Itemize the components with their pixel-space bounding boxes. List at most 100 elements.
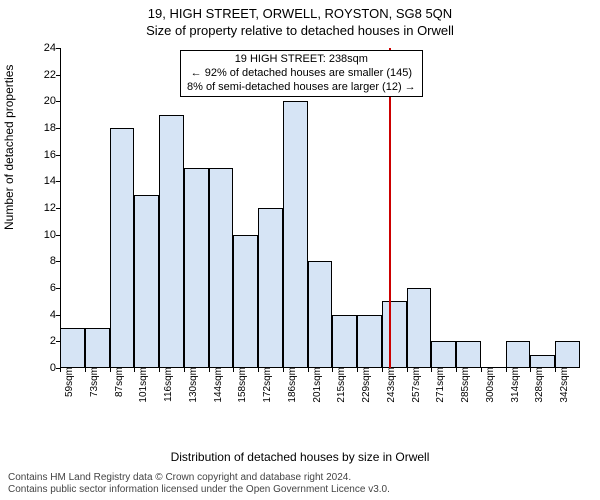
annotation-box: 19 HIGH STREET: 238sqm← 92% of detached … [180, 50, 423, 97]
attribution-line-2: Contains public sector information licen… [8, 484, 390, 496]
y-tick-mark [56, 315, 60, 316]
histogram-bar [407, 288, 432, 368]
x-tick-mark [110, 368, 111, 372]
chart-container: 19, HIGH STREET, ORWELL, ROYSTON, SG8 5Q… [0, 0, 600, 500]
x-tick-label: 257sqm [411, 367, 422, 411]
y-tick-label: 24 [26, 42, 56, 54]
y-tick-label: 22 [26, 69, 56, 81]
y-tick-mark [56, 235, 60, 236]
x-tick-mark [233, 368, 234, 372]
histogram-bar [110, 128, 135, 368]
x-tick-mark [555, 368, 556, 372]
histogram-bar [382, 301, 407, 368]
chart-title-address: 19, HIGH STREET, ORWELL, ROYSTON, SG8 5Q… [0, 0, 600, 21]
x-tick-mark [456, 368, 457, 372]
x-tick-label: 229sqm [361, 367, 372, 411]
y-tick-label: 18 [26, 122, 56, 134]
x-tick-label: 215sqm [336, 367, 347, 411]
x-tick-mark [506, 368, 507, 372]
histogram-bar [283, 101, 308, 368]
x-tick-label: 144sqm [213, 367, 224, 411]
y-tick-mark [56, 155, 60, 156]
histogram-bar [159, 115, 184, 368]
x-tick-label: 172sqm [262, 367, 273, 411]
histogram-bar [85, 328, 110, 368]
histogram-bar [357, 315, 382, 368]
annotation-line-1: 19 HIGH STREET: 238sqm [187, 53, 416, 67]
histogram-bar [431, 341, 456, 368]
histogram-bar [456, 341, 481, 368]
y-tick-label: 12 [26, 202, 56, 214]
x-tick-mark [209, 368, 210, 372]
histogram-bar [209, 168, 234, 368]
x-tick-label: 116sqm [163, 367, 174, 411]
y-tick-label: 6 [26, 282, 56, 294]
x-tick-mark [357, 368, 358, 372]
annotation-line-2: ← 92% of detached houses are smaller (14… [187, 67, 416, 81]
y-axis-label: Number of detached properties [2, 65, 16, 230]
histogram-bar [233, 235, 258, 368]
x-tick-mark [134, 368, 135, 372]
x-tick-mark [332, 368, 333, 372]
x-tick-label: 186sqm [287, 367, 298, 411]
histogram-bar [258, 208, 283, 368]
y-tick-label: 0 [26, 362, 56, 374]
histogram-bar [530, 355, 555, 368]
x-axis-label: Distribution of detached houses by size … [0, 450, 600, 464]
histogram-bar [506, 341, 531, 368]
x-tick-mark [258, 368, 259, 372]
x-tick-label: 73sqm [89, 367, 100, 411]
attribution-line-1: Contains HM Land Registry data © Crown c… [8, 472, 390, 484]
x-tick-mark [481, 368, 482, 372]
histogram-bar [134, 195, 159, 368]
x-tick-label: 271sqm [435, 367, 446, 411]
x-tick-mark [431, 368, 432, 372]
y-tick-label: 16 [26, 149, 56, 161]
annotation-line-3: 8% of semi-detached houses are larger (1… [187, 81, 416, 95]
y-tick-mark [56, 128, 60, 129]
x-tick-mark [382, 368, 383, 372]
x-tick-label: 342sqm [559, 367, 570, 411]
y-tick-label: 20 [26, 95, 56, 107]
y-tick-label: 2 [26, 335, 56, 347]
x-tick-label: 285sqm [460, 367, 471, 411]
x-tick-label: 243sqm [386, 367, 397, 411]
y-tick-mark [56, 48, 60, 49]
histogram-bar [332, 315, 357, 368]
x-tick-label: 101sqm [138, 367, 149, 411]
histogram-bar [60, 328, 85, 368]
x-tick-mark [85, 368, 86, 372]
x-tick-label: 59sqm [64, 367, 75, 411]
histogram-bar [555, 341, 580, 368]
y-tick-mark [56, 261, 60, 262]
attribution-text: Contains HM Land Registry data © Crown c… [8, 472, 390, 496]
chart-canvas: 02468101214161820222459sqm73sqm87sqm101s… [60, 48, 580, 418]
x-tick-mark [159, 368, 160, 372]
y-tick-mark [56, 181, 60, 182]
x-tick-mark [308, 368, 309, 372]
plot-area: 02468101214161820222459sqm73sqm87sqm101s… [60, 48, 580, 418]
y-axis-line [60, 48, 61, 368]
y-tick-mark [56, 75, 60, 76]
y-tick-label: 10 [26, 229, 56, 241]
x-tick-label: 158sqm [237, 367, 248, 411]
histogram-bar [308, 261, 333, 368]
y-tick-label: 14 [26, 175, 56, 187]
y-tick-label: 8 [26, 255, 56, 267]
x-tick-label: 130sqm [188, 367, 199, 411]
x-tick-label: 328sqm [534, 367, 545, 411]
x-tick-mark [184, 368, 185, 372]
y-tick-label: 4 [26, 309, 56, 321]
x-tick-label: 201sqm [312, 367, 323, 411]
y-tick-mark [56, 101, 60, 102]
chart-subtitle: Size of property relative to detached ho… [0, 21, 600, 38]
x-tick-mark [530, 368, 531, 372]
x-tick-mark [283, 368, 284, 372]
y-tick-mark [56, 208, 60, 209]
y-tick-mark [56, 288, 60, 289]
x-tick-label: 314sqm [510, 367, 521, 411]
x-tick-mark [60, 368, 61, 372]
histogram-bar [184, 168, 209, 368]
x-tick-label: 300sqm [485, 367, 496, 411]
x-tick-mark [407, 368, 408, 372]
